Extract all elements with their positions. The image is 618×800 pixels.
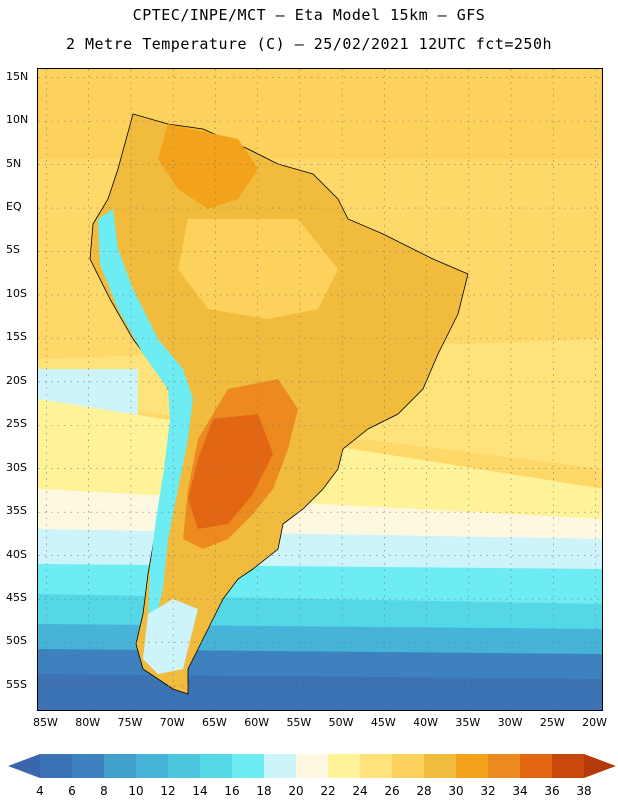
lon-tick-label: 65W — [201, 716, 227, 729]
lon-tick-label: 55W — [286, 716, 312, 729]
colorbar-swatch — [40, 754, 72, 778]
lon-tick-label: 20W — [582, 716, 607, 729]
warm-amazon — [178, 219, 338, 319]
colorbar — [8, 754, 616, 778]
colorbar-swatch — [168, 754, 200, 778]
colorbar-swatch — [552, 754, 584, 778]
lon-tick-label: 45W — [370, 716, 396, 729]
colorbar-swatch — [200, 754, 232, 778]
colorbar-swatch — [392, 754, 424, 778]
colorbar-swatch — [520, 754, 552, 778]
colorbar-label: 8 — [100, 784, 108, 798]
patagonia-cool — [143, 599, 198, 674]
lat-tick-label: 15S — [6, 330, 27, 344]
map-subtitle: 2 Metre Temperature (C) – 25/02/2021 12U… — [65, 35, 553, 53]
colorbar-label: 22 — [320, 784, 336, 798]
colorbar-label: 4 — [36, 784, 44, 798]
colorbar-label: 38 — [576, 784, 592, 798]
colorbar-swatch — [104, 754, 136, 778]
lon-tick-label: 80W — [75, 716, 101, 729]
colorbar-label: 34 — [512, 784, 528, 798]
colorbar-label: 20 — [288, 784, 304, 798]
lon-tick-label: 25W — [539, 716, 565, 729]
colorbar-swatch — [424, 754, 456, 778]
colorbar-swatch — [264, 754, 296, 778]
colorbar-label: 14 — [192, 784, 208, 798]
lat-tick-label: EQ — [6, 200, 22, 214]
colorbar-label: 32 — [480, 784, 496, 798]
hot-region-core — [188, 414, 273, 529]
andes-cool-strip — [98, 209, 193, 629]
lon-tick-label: 50W — [328, 716, 354, 729]
lon-tick-label: 70W — [159, 716, 185, 729]
lon-tick-label: 60W — [244, 716, 270, 729]
lon-tick-label: 85W — [33, 716, 58, 729]
lat-tick-label: 25S — [6, 417, 27, 431]
ocean-band-darkest-blue — [38, 674, 602, 710]
map-frame — [37, 68, 603, 711]
colorbar-label: 6 — [68, 784, 76, 798]
colorbar-swatch — [456, 754, 488, 778]
colorbar-swatch — [232, 754, 264, 778]
lat-tick-label: 35S — [6, 504, 27, 518]
lon-tick-label: 75W — [117, 716, 143, 729]
colorbar-swatch — [488, 754, 520, 778]
lat-tick-label: 45S — [6, 591, 27, 605]
colorbar-label: 36 — [544, 784, 560, 798]
colorbar-label: 10 — [128, 784, 144, 798]
colorbar-label: 30 — [448, 784, 464, 798]
lat-tick-label: 55S — [6, 677, 27, 691]
colorbar-swatch — [328, 754, 360, 778]
colorbar-label: 18 — [256, 784, 272, 798]
colorbar-low-arrow — [8, 754, 40, 778]
colorbar-high-arrow — [584, 754, 616, 778]
colorbar-label: 12 — [160, 784, 176, 798]
colorbar-label: 28 — [416, 784, 432, 798]
colorbar-label: 16 — [224, 784, 240, 798]
lon-tick-label: 35W — [455, 716, 481, 729]
lat-tick-label: 30S — [6, 460, 27, 474]
ocean-band-north — [38, 69, 602, 159]
lat-tick-label: 10N — [6, 113, 29, 127]
lat-tick-label: 50S — [6, 634, 27, 648]
colorbar-label: 24 — [352, 784, 368, 798]
lon-tick-label: 40W — [413, 716, 439, 729]
lon-tick-label: 30W — [497, 716, 523, 729]
lat-tick-label: 5S — [6, 243, 20, 257]
temperature-map — [38, 69, 602, 710]
hot-region-north — [158, 124, 258, 209]
lat-tick-label: 20S — [6, 373, 27, 387]
lat-tick-label: 40S — [6, 547, 27, 561]
lat-tick-label: 5N — [6, 156, 22, 170]
colorbar-swatch — [72, 754, 104, 778]
colorbar-swatch — [296, 754, 328, 778]
lat-tick-label: 15N — [6, 69, 29, 83]
colorbar-swatch — [360, 754, 392, 778]
map-title: CPTEC/INPE/MCT – Eta Model 15km – GFS — [132, 6, 486, 24]
colorbar-label: 26 — [384, 784, 400, 798]
lat-tick-label: 10S — [6, 286, 27, 300]
colorbar-swatch — [136, 754, 168, 778]
